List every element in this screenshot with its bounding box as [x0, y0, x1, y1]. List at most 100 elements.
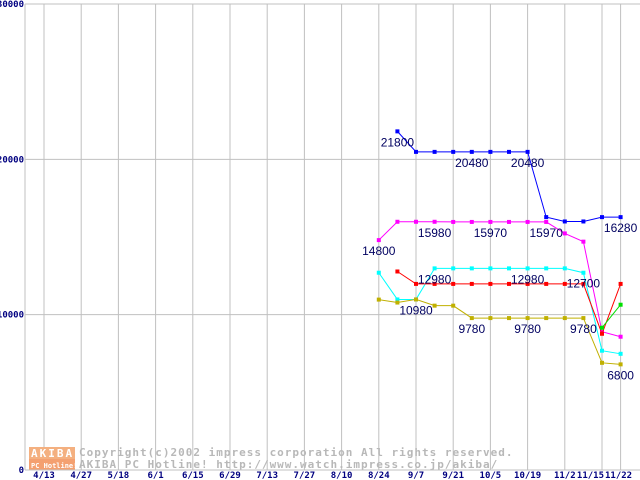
data-point-cyan: [562, 266, 567, 271]
data-point-blue: [562, 219, 567, 224]
data-point-cyan: [395, 297, 400, 302]
data-label: 12700: [567, 277, 601, 291]
data-point-magenta: [488, 219, 493, 224]
series-line-olive: [378, 298, 621, 365]
data-point-cyan: [376, 270, 381, 275]
data-point-red: [581, 281, 586, 286]
x-tick-label: 6/29: [219, 471, 241, 480]
data-label: 20480: [455, 156, 489, 170]
logo-bottom-bg: [29, 459, 75, 470]
data-label: 21800: [381, 135, 415, 149]
x-tick-label: 11/22: [605, 471, 632, 480]
data-point-olive: [395, 300, 400, 305]
data-point-olive: [544, 316, 549, 321]
data-point-magenta: [376, 238, 381, 243]
data-point-cyan: [600, 348, 604, 353]
series-line-cyan: [378, 267, 621, 355]
x-tick-label: 8/10: [331, 471, 353, 480]
data-point-magenta: [562, 231, 567, 236]
data-label: 16280: [604, 221, 638, 235]
series-line-magenta: [378, 221, 621, 338]
data-point-magenta: [414, 219, 418, 224]
data-point-blue: [469, 149, 474, 154]
data-point-red: [600, 331, 604, 336]
data-point-olive: [432, 303, 437, 308]
data-point-cyan: [488, 266, 493, 271]
data-point-blue: [581, 219, 586, 224]
y-tick-label: 10000: [0, 311, 24, 321]
x-tick-label: 9/7: [408, 471, 424, 480]
data-point-red: [395, 269, 400, 274]
data-point-red: [488, 281, 493, 286]
data-point-olive: [488, 316, 493, 321]
x-tick-label: 4/27: [70, 471, 92, 480]
x-tick-label: 9/21: [442, 471, 464, 480]
data-point-green: [600, 325, 604, 330]
data-point-magenta: [618, 334, 623, 339]
data-point-olive: [414, 297, 418, 302]
data-point-red: [544, 281, 549, 286]
data-point-magenta: [544, 219, 549, 224]
data-point-magenta: [600, 329, 604, 334]
data-point-olive: [581, 316, 586, 321]
data-label: 9780: [570, 322, 597, 336]
data-point-olive: [507, 316, 511, 321]
logo-top: AKIBA: [31, 447, 74, 460]
data-point-magenta: [395, 219, 400, 224]
site-line: AKIBA PC Hotline! http://www.watch.impre…: [79, 458, 498, 471]
x-tick-label: 11/2: [554, 471, 576, 480]
logo-top-bg: [29, 447, 75, 459]
x-tick-label: 4/13: [33, 471, 55, 480]
data-point-blue: [507, 149, 511, 154]
data-point-red: [525, 281, 530, 286]
y-tick-label: 30000: [0, 0, 24, 10]
data-point-blue: [451, 149, 456, 154]
series-lines: [376, 129, 623, 367]
data-point-green: [618, 302, 623, 307]
series-line-green: [601, 304, 621, 329]
data-label: 15970: [474, 226, 508, 240]
data-point-magenta: [451, 219, 456, 224]
data-point-magenta: [432, 219, 437, 224]
y-tick-label: 0: [19, 466, 24, 476]
x-tick-label: 7/13: [256, 471, 278, 480]
data-point-cyan: [618, 351, 623, 356]
data-point-red: [414, 281, 418, 286]
x-tick-label: 11/15: [577, 471, 604, 480]
copyright-line: Copyright(c)2002 impress corporation All…: [79, 446, 514, 459]
data-point-magenta: [507, 219, 511, 224]
x-tick-label: 5/18: [108, 471, 130, 480]
data-point-cyan: [469, 266, 474, 271]
data-label: 9780: [458, 322, 485, 336]
data-point-cyan: [451, 266, 456, 271]
data-point-red: [451, 281, 456, 286]
data-point-olive: [469, 316, 474, 321]
data-label: 10980: [399, 303, 433, 317]
watermark: AKIBA PC Hotline! Copyright(c)2002 impre…: [29, 446, 514, 471]
data-label: 15980: [418, 226, 452, 240]
data-point-cyan: [525, 266, 530, 271]
data-point-red: [618, 281, 623, 286]
data-point-blue: [488, 149, 493, 154]
series-line-blue: [397, 131, 621, 222]
data-label: 20480: [511, 156, 545, 170]
x-tick-label: 6/15: [182, 471, 204, 480]
data-point-cyan: [507, 266, 511, 271]
x-tick-label: 10/5: [480, 471, 502, 480]
data-point-cyan: [581, 270, 586, 275]
data-label: 12980: [511, 272, 545, 286]
data-point-blue: [618, 215, 623, 220]
data-labels: 21800 20480 20480 16280 14800 15980 15970 15970…: [362, 135, 637, 382]
x-tick-label: 8/24: [368, 471, 390, 480]
x-tick-label: 10/19: [514, 471, 541, 480]
x-tick-label: 7/27: [294, 471, 316, 480]
data-point-red: [507, 281, 511, 286]
data-point-red: [469, 281, 474, 286]
data-point-red: [562, 281, 567, 286]
data-point-olive: [451, 303, 456, 308]
data-point-olive: [600, 360, 604, 365]
data-point-blue: [544, 215, 549, 220]
data-label: 15970: [530, 226, 564, 240]
